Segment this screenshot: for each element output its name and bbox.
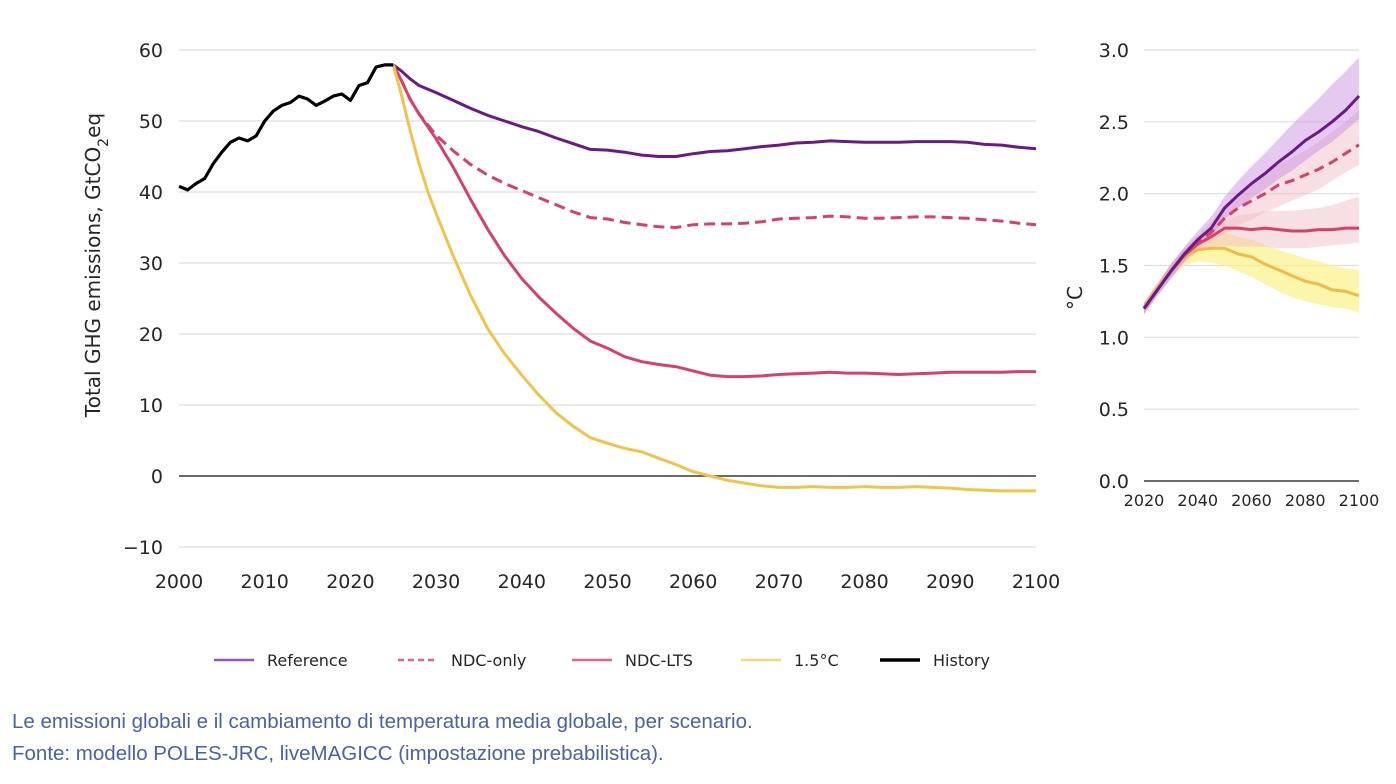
legend-item-ndc-only: NDC-only [398,651,526,670]
temperature-band-ndc-lts [1144,196,1359,315]
y-label-main-part: Total GHG emissions, GtCO [81,147,105,418]
temperature-y-axis-label: °C [1063,286,1087,310]
legend-item-history: History [880,651,990,670]
y-tick-label: 2.5 [1099,112,1129,134]
x-tick-label: 2100 [1339,491,1380,510]
figure-caption: Le emissioni globali e il cambiamento di… [12,710,753,733]
y-tick-label: 1.5 [1099,256,1129,278]
x-tick-label: 2060 [669,571,717,593]
legend-label: NDC-LTS [625,651,693,670]
emissions-line-history [178,63,394,192]
emissions-y-axis-label: Total GHG emissions, GtCO2eq [81,113,112,418]
x-tick-label: 2040 [498,571,546,593]
x-tick-label: 2080 [1285,491,1326,510]
x-tick-label: 2000 [155,571,203,593]
y-tick-label: 20 [139,324,163,346]
temperature-x-ticks: 2020 2040 2060 2080 2100 [1124,491,1380,510]
temperature-series [1142,94,1361,310]
legend-item-ndc-lts: NDC-LTS [572,651,693,670]
y-tick-label: 60 [139,40,163,62]
x-tick-label: 2030 [412,571,460,593]
x-tick-label: 2060 [1231,491,1272,510]
temperature-band-ndc-only [1144,110,1359,315]
y-tick-label: 0.0 [1099,471,1129,493]
temperature-band-1-5c [1144,232,1359,313]
temperature-line-reference [1142,94,1361,310]
emissions-series [178,63,1037,493]
x-tick-label: 2090 [926,571,974,593]
temperature-y-ticks: 0.0 0.5 1.0 1.5 2.0 2.5 3.0 [1099,40,1129,493]
temperature-band-reference [1144,57,1359,315]
emissions-gridlines [179,49,1036,548]
x-tick-label: 2080 [840,571,888,593]
legend-item-1-5c: 1.5°C [741,651,839,670]
emissions-x-ticks: 2000 2010 2020 2030 2040 2050 2060 2070 2080 2090… [155,571,1060,593]
emissions-line-ndc-lts [391,64,1036,379]
y-tick-label: 10 [139,395,163,417]
temperature-line-ndc-only [1142,143,1360,310]
figure-source: Fonte: modello POLES-JRC, liveMAGICC (im… [12,742,664,765]
emissions-line-reference [392,63,1037,158]
legend-label: Reference [267,651,348,670]
legend-item-reference: Reference [214,651,348,670]
legend-label: History [933,651,990,670]
emissions-y-ticks: −10 0 10 20 30 40 50 60 [123,40,163,559]
legend-label: NDC-only [451,651,526,670]
y-tick-label: 0 [151,466,163,488]
y-tick-label: 0.5 [1099,399,1129,421]
x-tick-label: 2070 [755,571,803,593]
legend: Reference NDC-only NDC-LTS 1.5°C History [214,651,990,670]
y-tick-label: 2.0 [1099,184,1129,206]
x-tick-label: 2010 [241,571,289,593]
x-tick-label: 2020 [1124,491,1165,510]
x-tick-label: 2050 [583,571,631,593]
x-tick-label: 2040 [1177,491,1218,510]
temperature-chart: 0.0 0.5 1.0 1.5 2.0 2.5 3.0 2020 2040 2060 2080 21… [1063,40,1379,510]
y-tick-label: −10 [123,537,163,559]
emissions-line-ndc-only [391,64,1037,229]
y-tick-label: 30 [139,253,163,275]
y-label-subscript: 2 [96,138,112,147]
x-tick-label: 2020 [326,571,374,593]
y-tick-label: 3.0 [1099,40,1129,62]
legend-label: 1.5°C [794,651,839,670]
temperature-uncertainty-bands [1144,57,1359,315]
y-tick-label: 1.0 [1099,327,1129,349]
y-label-suffix: eq [81,113,105,138]
y-tick-label: 50 [139,111,163,133]
y-tick-label: 40 [139,182,163,204]
emissions-line-1-5c [391,64,1036,493]
x-tick-label: 2100 [1012,571,1060,593]
